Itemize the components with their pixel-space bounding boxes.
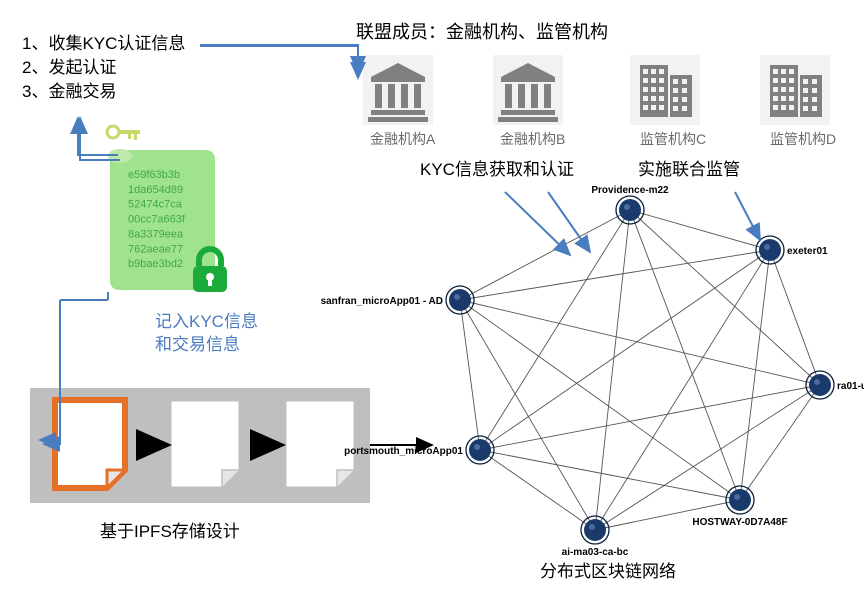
network-node — [756, 236, 784, 264]
svg-text:分布式区块链网络: 分布式区块链网络 — [540, 562, 676, 581]
svg-text:实施联合监管: 实施联合监管 — [638, 160, 740, 179]
ipfs-doc — [285, 400, 355, 488]
svg-text:基于IPFS存储设计: 基于IPFS存储设计 — [100, 522, 240, 541]
network-edge — [630, 210, 740, 500]
network-edge — [460, 300, 740, 500]
svg-text:762aeae77: 762aeae77 — [128, 243, 183, 255]
svg-text:1da654d89: 1da654d89 — [128, 184, 183, 196]
network-edge — [460, 300, 480, 450]
svg-text:金融机构A: 金融机构A — [370, 131, 436, 147]
svg-text:00cc7a663f: 00cc7a663f — [128, 214, 186, 226]
svg-text:3、金融交易: 3、金融交易 — [22, 82, 116, 101]
network-edge — [480, 250, 770, 450]
svg-text:ai-ma03-ca-bc: ai-ma03-ca-bc — [562, 547, 629, 558]
svg-text:ra01-us-ma - TT: ra01-us-ma - TT — [837, 381, 864, 392]
building-icon — [630, 55, 700, 125]
network-node — [446, 286, 474, 314]
svg-text:portsmouth_microApp01: portsmouth_microApp01 — [344, 446, 463, 457]
svg-text:联盟成员：金融机构、监管机构: 联盟成员：金融机构、监管机构 — [356, 22, 608, 42]
svg-text:金融机构B: 金融机构B — [500, 131, 565, 147]
network-edge — [630, 210, 770, 250]
building-icon — [760, 55, 830, 125]
ipfs-doc — [170, 400, 240, 488]
svg-text:8a3379eea: 8a3379eea — [128, 228, 184, 240]
svg-text:sanfran_microApp01 - AD: sanfran_microApp01 - AD — [321, 296, 443, 307]
svg-text:记入KYC信息: 记入KYC信息 — [155, 312, 258, 331]
svg-text:1、收集KYC认证信息: 1、收集KYC认证信息 — [22, 34, 185, 53]
svg-text:KYC信息获取和认证: KYC信息获取和认证 — [420, 160, 574, 179]
network-edge — [770, 250, 820, 385]
connector-arrow — [200, 45, 358, 78]
network-node — [806, 371, 834, 399]
network-node — [616, 196, 644, 224]
network-node — [466, 436, 494, 464]
svg-text:2、发起认证: 2、发起认证 — [22, 58, 116, 77]
svg-text:监管机构C: 监管机构C — [640, 131, 706, 147]
network-node — [581, 516, 609, 544]
svg-text:e59f63b3b: e59f63b3b — [128, 169, 180, 181]
bank-icon — [363, 55, 433, 125]
network-edge — [630, 210, 820, 385]
network-edge — [740, 250, 770, 500]
svg-text:52474c7ca: 52474c7ca — [128, 199, 183, 211]
svg-text:Providence-m22: Providence-m22 — [591, 185, 669, 196]
key-icon — [107, 126, 140, 140]
connector-arrow — [505, 192, 570, 255]
svg-text:HOSTWAY-0D7A48F: HOSTWAY-0D7A48F — [692, 517, 787, 528]
network-node — [726, 486, 754, 514]
ipfs-doc — [55, 400, 125, 488]
connector-arrow — [548, 192, 590, 252]
network-edge — [480, 450, 740, 500]
svg-text:和交易信息: 和交易信息 — [155, 335, 240, 354]
svg-text:b9bae3bd2: b9bae3bd2 — [128, 258, 183, 270]
bank-icon — [493, 55, 563, 125]
network-edge — [480, 450, 595, 530]
connector-arrow — [735, 192, 760, 240]
svg-text:监管机构D: 监管机构D — [770, 131, 836, 147]
network-edge — [460, 300, 820, 385]
network-edge — [460, 300, 595, 530]
svg-text:exeter01: exeter01 — [787, 246, 828, 257]
